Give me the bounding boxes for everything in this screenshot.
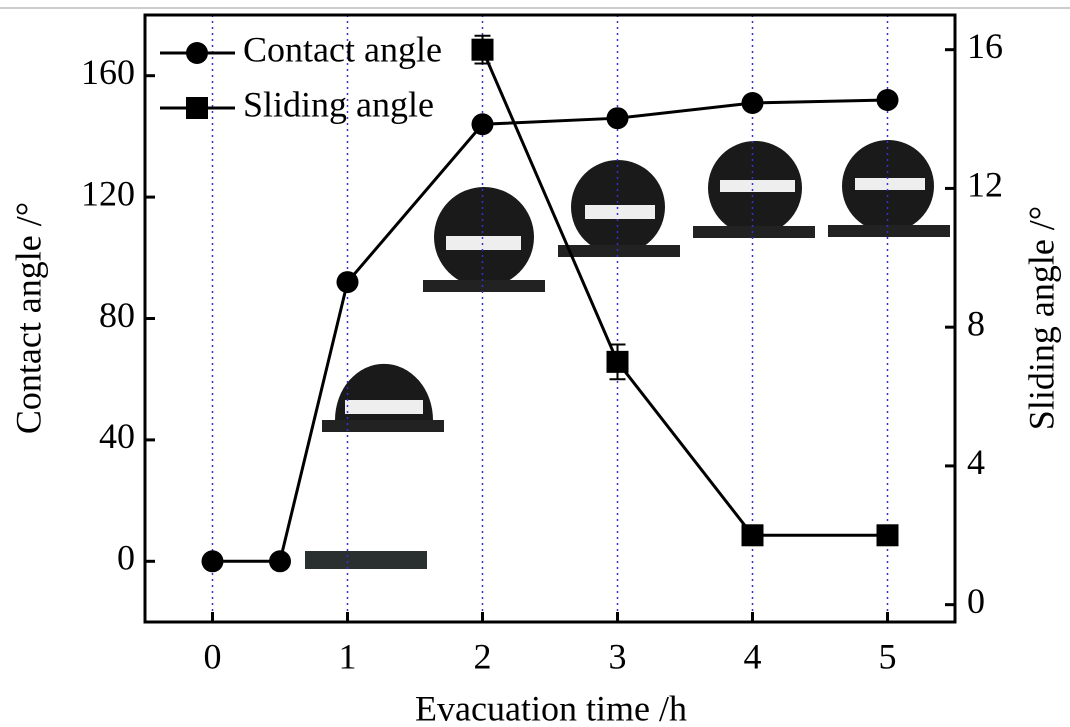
- data-point: [606, 350, 629, 373]
- data-point: [606, 107, 629, 130]
- data-point: [201, 550, 224, 573]
- y-tick-label: 160: [81, 52, 135, 92]
- y2-tick-label: 16: [967, 26, 1003, 66]
- x-axis-label: Evacuation time /h: [415, 688, 687, 727]
- data-point: [471, 113, 494, 136]
- y-tick-label: 40: [99, 416, 135, 456]
- data-point: [876, 88, 899, 111]
- x-tick-label: 3: [609, 636, 627, 676]
- series-line: [481, 49, 888, 537]
- data-point: [741, 524, 764, 547]
- x-tick-label: 0: [204, 636, 222, 676]
- y2-tick-label: 4: [967, 442, 985, 482]
- data-point: [876, 524, 899, 547]
- legend-marker: [186, 97, 208, 119]
- plot-frame: [143, 13, 957, 624]
- data-point: [471, 38, 494, 61]
- data-point: [741, 92, 764, 115]
- x-tick-label: 1: [339, 636, 357, 676]
- x-tick-label: 2: [474, 636, 492, 676]
- y-tick-label: 0: [117, 538, 135, 578]
- y2-tick-label: 0: [967, 581, 985, 621]
- x-tick-label: 4: [744, 636, 762, 676]
- legend-marker: [186, 42, 208, 64]
- legend-label: Sliding angle: [243, 84, 434, 124]
- y-axis-label: Contact angle /°: [8, 202, 48, 434]
- y2-axis-label: Sliding angle /°: [1021, 206, 1061, 430]
- legend-label: Contact angle: [243, 29, 442, 69]
- data-point: [336, 271, 359, 294]
- y2-tick-label: 8: [967, 303, 985, 343]
- y-tick-label: 80: [99, 295, 135, 335]
- y-tick-label: 120: [81, 173, 135, 213]
- data-point: [269, 550, 291, 573]
- x-tick-label: 5: [879, 636, 897, 676]
- y2-tick-label: 12: [967, 165, 1003, 205]
